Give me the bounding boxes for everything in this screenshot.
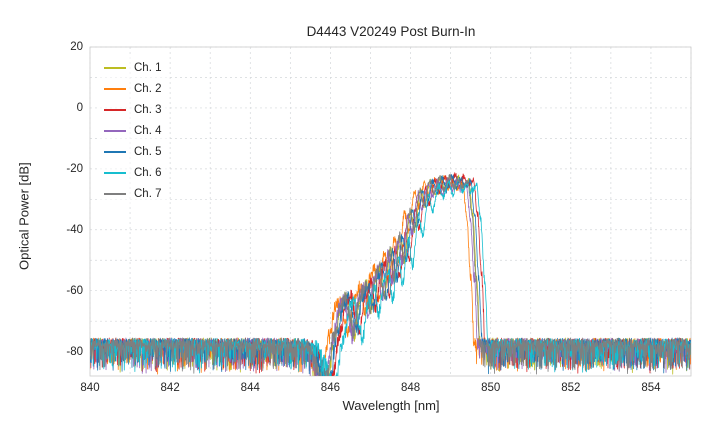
legend-label: Ch. 1 — [134, 62, 162, 74]
legend-item: Ch. 5 — [104, 145, 162, 159]
legend-line-swatch — [104, 130, 126, 132]
legend-label: Ch. 3 — [134, 104, 162, 116]
legend: Ch. 1 Ch. 2 Ch. 3 Ch. 4 Ch. 5 Ch. 6 Ch. 7 — [98, 57, 168, 205]
legend-item: Ch. 2 — [104, 82, 162, 96]
legend-line-swatch — [104, 193, 126, 195]
chart-title: D4443 V20249 Post Burn-In — [306, 24, 476, 39]
y-axis-label: Optical Power [dB] — [16, 162, 32, 270]
legend-label: Ch. 7 — [134, 188, 162, 200]
legend-item: Ch. 6 — [104, 166, 162, 180]
legend-label: Ch. 6 — [134, 167, 162, 179]
legend-label: Ch. 5 — [134, 146, 162, 158]
legend-line-swatch — [104, 172, 126, 174]
legend-label: Ch. 4 — [134, 125, 162, 137]
legend-item: Ch. 3 — [104, 103, 162, 117]
legend-item: Ch. 7 — [104, 187, 162, 201]
legend-item: Ch. 4 — [104, 124, 162, 138]
legend-item: Ch. 1 — [104, 61, 162, 75]
x-axis-label: Wavelength [nm] — [342, 398, 440, 413]
legend-line-swatch — [104, 67, 126, 69]
legend-label: Ch. 2 — [134, 83, 162, 95]
legend-line-swatch — [104, 151, 126, 153]
legend-line-swatch — [104, 88, 126, 90]
legend-line-swatch — [104, 109, 126, 111]
